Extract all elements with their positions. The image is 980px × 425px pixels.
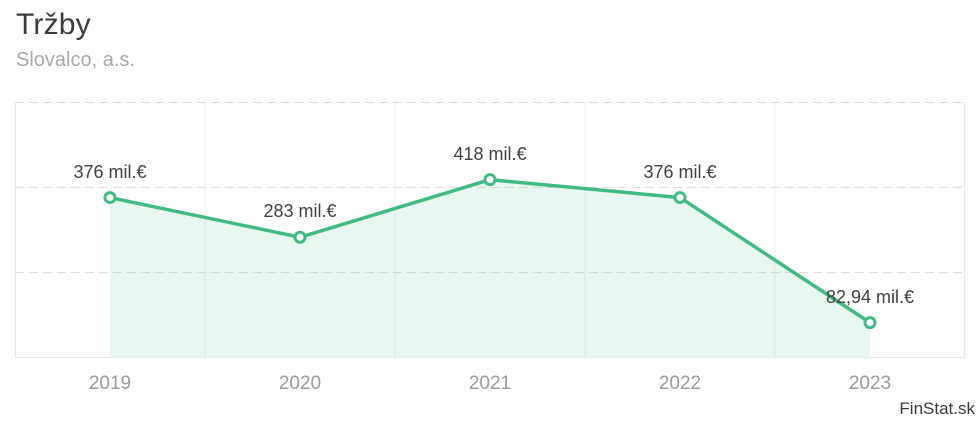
- data-point-2021[interactable]: [483, 173, 497, 187]
- area-line-chart: [15, 102, 965, 358]
- x-axis-label-2022: 2022: [658, 373, 702, 394]
- x-axis-label-2023: 2023: [848, 373, 892, 394]
- data-point-2023[interactable]: [863, 316, 877, 330]
- plot-area: 376 mil.€ 283 mil.€ 418 mil.€ 376 mil.€ 82,9…: [15, 102, 965, 358]
- chart-title: Tržby: [16, 8, 91, 41]
- chart-subtitle: Slovalco, a.s.: [16, 49, 135, 71]
- data-point-2020[interactable]: [293, 230, 307, 244]
- x-axis-label-2021: 2021: [468, 373, 512, 394]
- finstat-attribution-link[interactable]: FinStat.sk: [899, 399, 975, 418]
- x-axis-label-2019: 2019: [88, 373, 132, 394]
- area-fill: [110, 179, 870, 358]
- data-point-2019[interactable]: [103, 191, 117, 205]
- data-point-2022[interactable]: [673, 191, 687, 205]
- x-axis-label-2020: 2020: [278, 373, 322, 394]
